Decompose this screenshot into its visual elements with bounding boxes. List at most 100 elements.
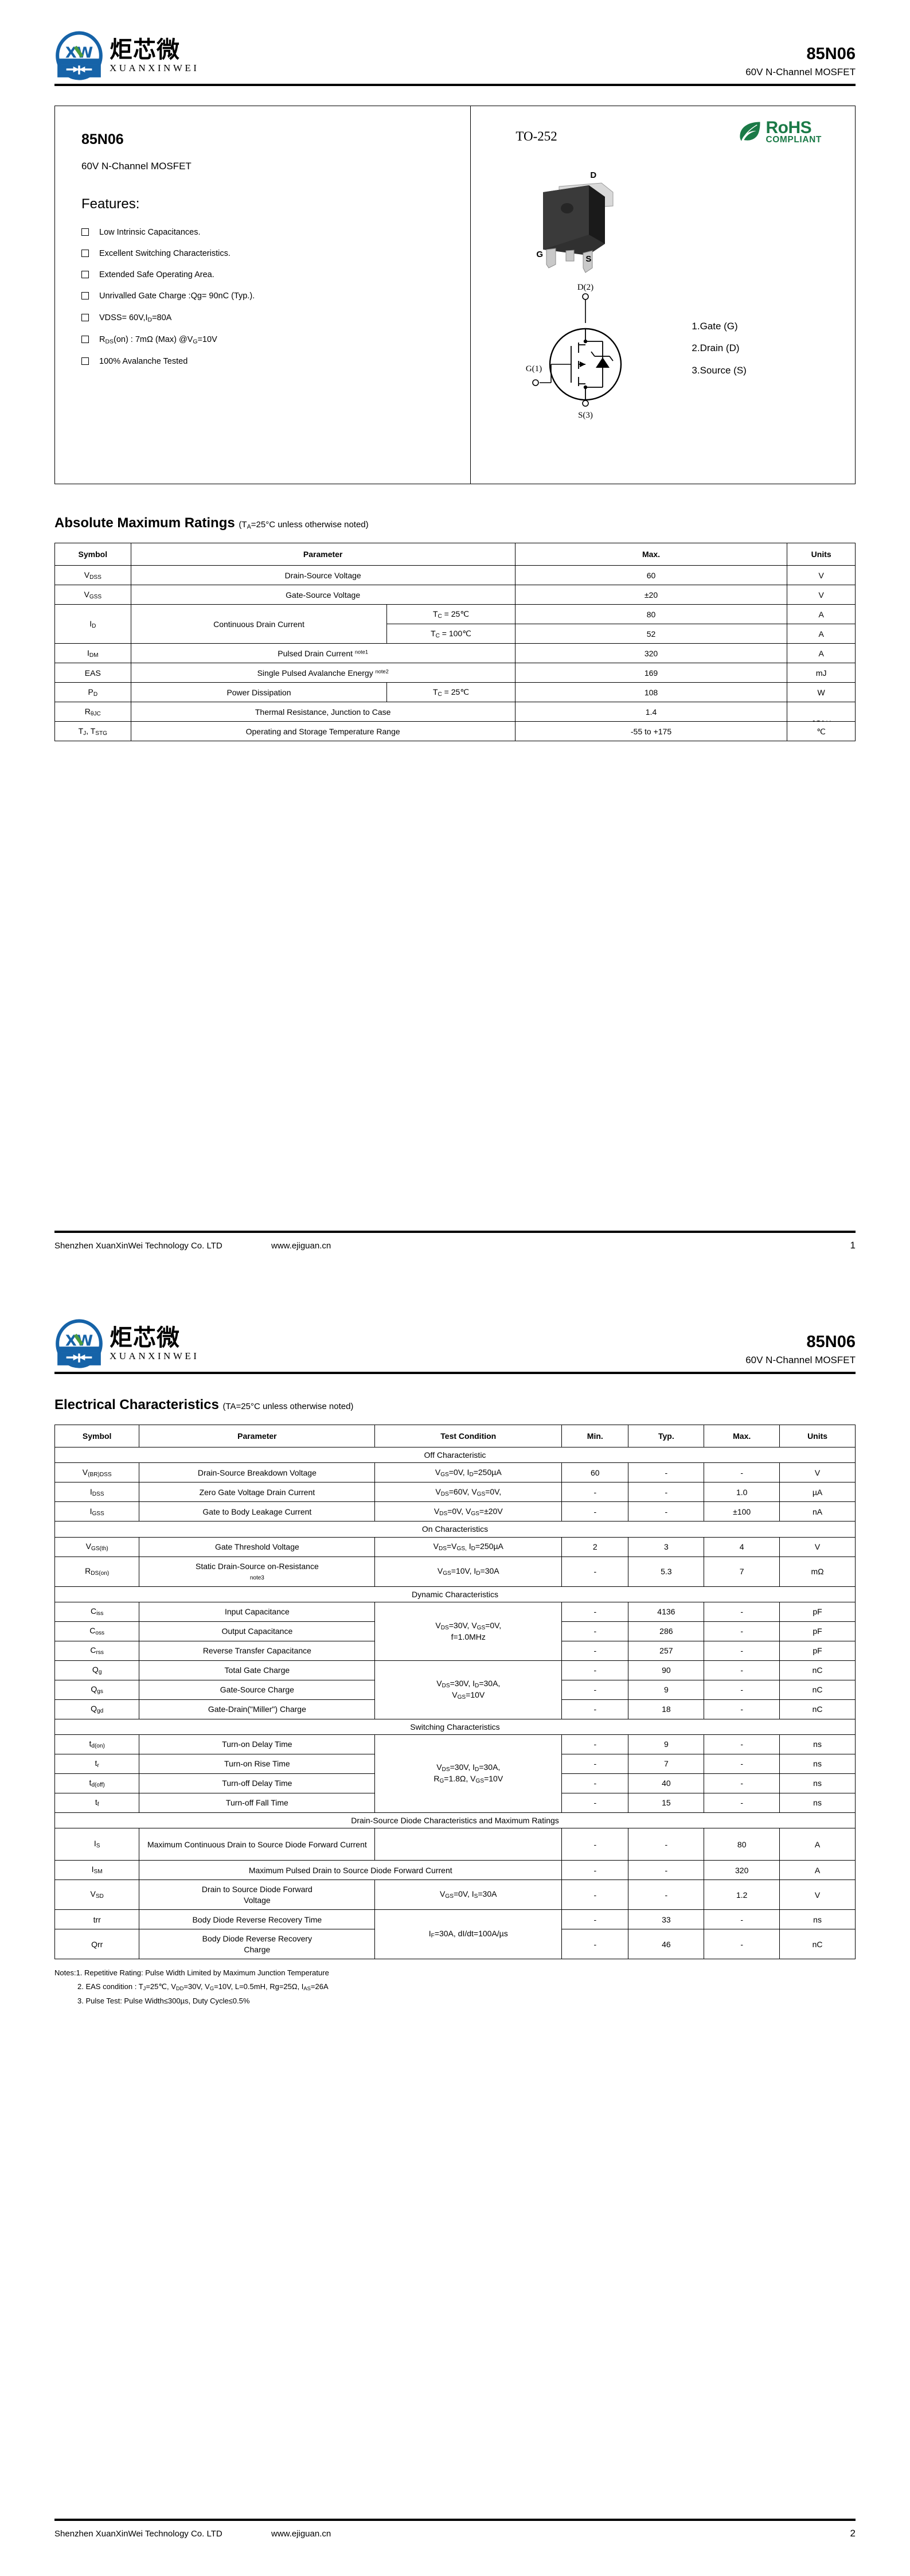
table-row: ID Continuous Drain Current TC = 25℃ 80 … [54,604,856,644]
part-number: 85N06 [806,1332,856,1351]
cell-typ: 46 [628,1929,705,1960]
cell-typ: 7 [628,1753,705,1774]
feature-item-label: RDS(on) : 7mΩ (Max) @VG=10V [99,334,217,345]
table-row: VDSS Drain-Source Voltage 60 V [54,565,856,586]
cell-test-condition: VGS=0V, IS=30A [374,1880,563,1910]
package-pin-d-label: D [590,170,597,180]
footer-url[interactable]: www.ejiguan.cn [271,2529,331,2539]
footer-page-number: 1 [850,1240,856,1251]
table-row: RDS(on) Static Drain-Source on-Resistanc… [54,1556,856,1587]
cell-units: nC [779,1929,856,1960]
table-row: VGS(th) Gate Threshold Voltage VDS=VGS, … [54,1536,856,1557]
cell-max: -55 to +175 [514,721,788,742]
cell-min: - [561,1501,629,1522]
cell-typ: 9 [628,1734,705,1754]
cell-typ: - [628,1828,705,1861]
footer-divider [54,1231,856,1233]
cell-units: A [787,643,856,664]
mosfet-symbol-diagram: D(2) [517,278,666,427]
table-row: VSD Drain to Source Diode Forward Voltage… [54,1880,856,1910]
table-row: TJ, TSTG Operating and Storage Temperatu… [54,721,856,742]
feature-item: Excellent Switching Characteristics. [81,248,470,259]
brand-name-en: XUANXINWEI [110,63,200,73]
cell-units: nC [779,1679,856,1700]
cell-max: - [704,1734,780,1754]
cell-symbol: Coss [54,1621,140,1641]
group-label-switching: Switching Characteristics [54,1718,856,1735]
cell-parameter: Gate-Source Voltage [130,585,515,605]
pin-assignment-list: 1.Gate (G) 2.Drain (D) 3.Source (S) [692,316,746,382]
column-header-units: Units [787,542,856,566]
cell-typ: 90 [628,1660,705,1680]
cell-parameter: Power Dissipation [130,682,388,703]
table-row: IS Maximum Continuous Drain to Source Di… [54,1828,856,1861]
cell-typ: 3 [628,1536,705,1557]
table-row: IDSS Zero Gate Voltage Drain Current VDS… [54,1482,856,1503]
header-divider-page2 [54,1372,856,1374]
feature-item: Extended Safe Operating Area. [81,270,470,280]
cell-units: ns [779,1773,856,1793]
cell-max: - [704,1640,780,1661]
table-row: td(on) Turn-on Delay Time VDS=30V, ID=30… [54,1734,856,1813]
cell-units: ns [779,1753,856,1774]
cell-units: V [787,585,856,605]
feature-item: VDSS= 60V,ID=80A [81,313,470,324]
column-header-max: Max. [704,1424,780,1448]
cell-parameter: Static Drain-Source on-Resistance note3 [139,1556,376,1587]
brand-name-en: XUANXINWEI [110,1351,200,1361]
table-row: PD Power Dissipation TC = 25℃ 108 W [54,682,856,703]
cell-parameter: Turn-on Delay Time [139,1734,376,1754]
feature-item: Unrivalled Gate Charge :Qg= 90nC (Typ.). [81,291,470,301]
column-header-min: Min. [561,1424,629,1448]
cell-min: - [561,1556,629,1587]
cell-parameter: Pulsed Drain Current note1 [130,643,515,664]
cell-parameter: Operating and Storage Temperature Range [130,721,515,742]
column-header-test-condition: Test Condition [374,1424,563,1448]
footer-url[interactable]: www.ejiguan.cn [271,1241,331,1251]
cell-typ: 286 [628,1621,705,1641]
cell-symbol: Crss [54,1640,140,1661]
cell-max: 320 [704,1860,780,1881]
cell-units: nA [779,1501,856,1522]
cell-units: V [779,1462,856,1483]
cell-test-condition: VDS=60V, VGS=0V, [374,1482,563,1503]
cell-units: mΩ [779,1556,856,1587]
cell-min: - [561,1699,629,1719]
svg-text:D(2): D(2) [577,283,593,292]
brand-logo: XW 炬芯微 XUANXINWEI [54,31,199,80]
feature-item: Low Intrinsic Capacitances. [81,227,470,238]
cell-units: V [787,565,856,586]
cell-min: 2 [561,1536,629,1557]
cell-max: - [704,1792,780,1813]
rohs-title: RoHS [766,118,812,137]
cell-typ: 33 [628,1909,705,1930]
cell-parameter: Maximum Pulsed Drain to Source Diode For… [139,1860,563,1881]
cell-max: 80 [704,1828,780,1861]
header-divider-page1 [54,84,856,86]
feature-item-label: Low Intrinsic Capacitances. [99,228,201,237]
cell-units: mJ [787,663,856,683]
cell-max: 1.4 [514,702,788,722]
cell-min: - [561,1773,629,1793]
footer-company: Shenzhen XuanXinWei Technology Co. LTD [54,1241,222,1251]
cell-typ: - [628,1501,705,1522]
checkbox-icon [81,335,89,343]
document-header-page2: XW 炬芯微 XUANXINWEI 85N06 60V N-Channel MO… [54,1288,856,1368]
cell-symbol: IDM [54,643,131,664]
svg-text:S(3): S(3) [578,411,593,420]
cell-symbol: ISM [54,1860,140,1881]
rohs-subtitle: COMPLIANT [766,135,822,145]
xuanxinwei-logo-icon: XW [54,31,104,80]
rohs-compliant-badge: RoHS COMPLIANT [738,118,822,145]
cell-typ: 18 [628,1699,705,1719]
cell-typ: - [628,1880,705,1910]
cell-typ: 257 [628,1640,705,1661]
cell-min: - [561,1753,629,1774]
checkbox-icon [81,313,89,321]
cell-parameter: Continuous Drain Current [130,604,388,644]
pin-list-item: 3.Source (S) [692,364,747,376]
cell-units: ns [779,1909,856,1930]
pin-list-item: 2.Drain (D) [692,343,740,354]
cell-parameter: Drain-Source Voltage [130,565,515,586]
cell-test-condition: TC = 100℃ [386,624,515,644]
